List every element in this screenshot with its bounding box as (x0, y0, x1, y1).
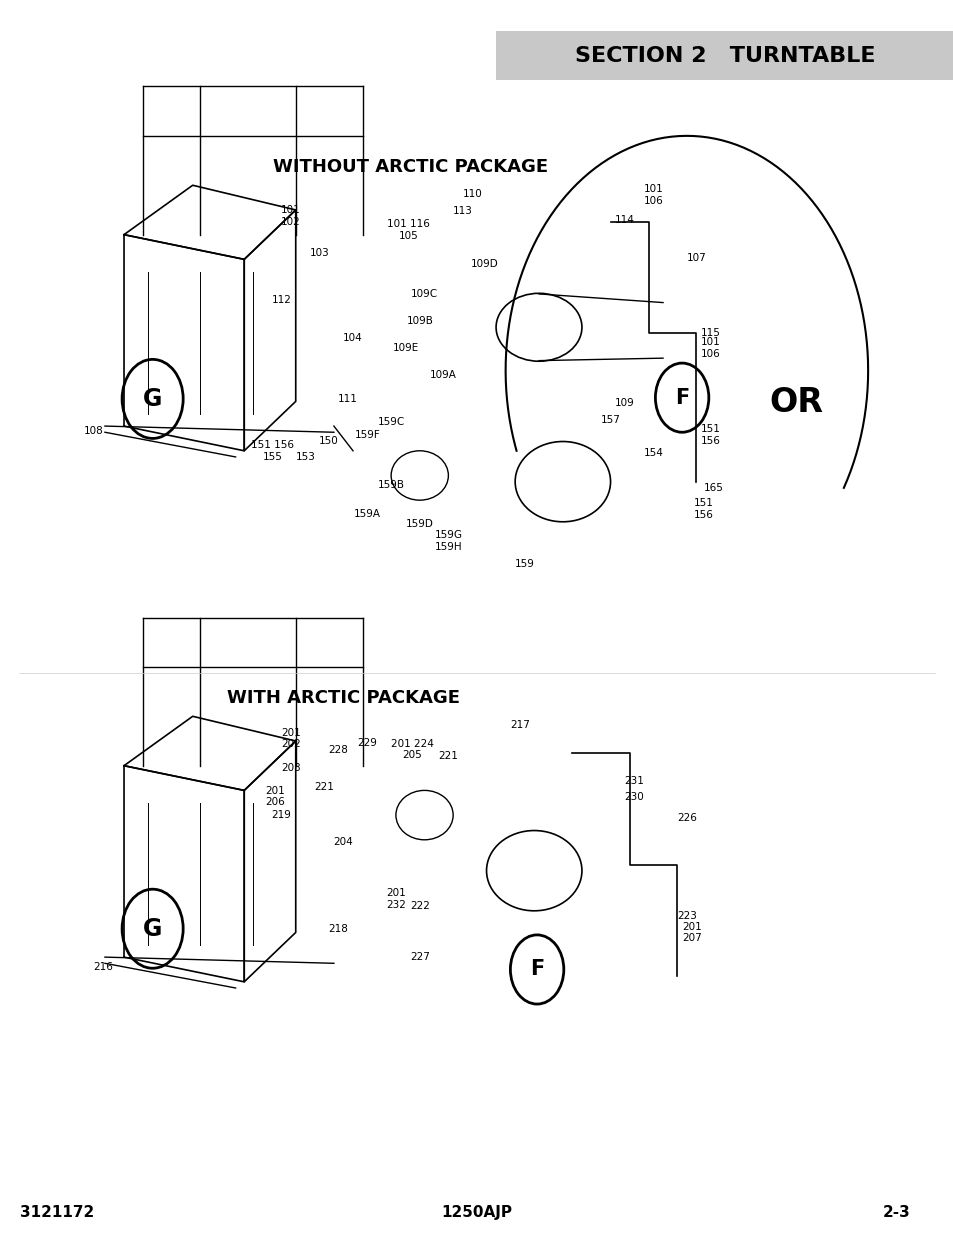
Text: 101 116
105: 101 116 105 (387, 219, 429, 241)
Text: F: F (530, 960, 543, 979)
Text: G: G (143, 916, 162, 941)
Text: 165: 165 (703, 483, 722, 493)
Text: 3121172: 3121172 (20, 1205, 94, 1220)
Text: WITH ARCTIC PACKAGE: WITH ARCTIC PACKAGE (227, 689, 459, 706)
Text: 159: 159 (515, 559, 534, 569)
Text: 217: 217 (510, 720, 529, 730)
Text: 2-3: 2-3 (882, 1205, 910, 1220)
Text: 221: 221 (314, 782, 334, 792)
Text: 226: 226 (677, 813, 696, 823)
Text: 201
232: 201 232 (386, 888, 405, 910)
Text: 218: 218 (329, 924, 348, 934)
Text: 103: 103 (310, 248, 329, 258)
Text: 159A: 159A (354, 509, 380, 519)
Text: 219: 219 (272, 810, 291, 820)
Text: WITHOUT ARCTIC PACKAGE: WITHOUT ARCTIC PACKAGE (273, 158, 547, 175)
Text: 203: 203 (281, 763, 300, 773)
Text: 201
202: 201 202 (281, 727, 300, 750)
Text: 151
156: 151 156 (694, 498, 713, 520)
Text: 108: 108 (84, 426, 103, 436)
Text: 222: 222 (410, 902, 429, 911)
Text: 153: 153 (295, 452, 314, 462)
Text: 109B: 109B (406, 316, 433, 326)
Text: 115: 115 (700, 329, 720, 338)
Text: 101
102: 101 102 (281, 205, 300, 227)
Text: 113: 113 (453, 206, 472, 216)
Text: 151
156: 151 156 (700, 424, 720, 446)
Text: 221: 221 (438, 751, 457, 761)
Text: SECTION 2   TURNTABLE: SECTION 2 TURNTABLE (575, 46, 874, 65)
Text: 112: 112 (272, 295, 291, 305)
Text: 151 156
155: 151 156 155 (251, 440, 294, 462)
Text: 231: 231 (624, 776, 643, 785)
Text: OR: OR (769, 387, 822, 419)
Text: 154: 154 (643, 448, 662, 458)
Text: 204: 204 (334, 837, 353, 847)
Text: 109C: 109C (411, 289, 437, 299)
Text: 159G
159H: 159G 159H (434, 530, 462, 552)
Text: 201 224
205: 201 224 205 (391, 739, 433, 761)
Text: 109D: 109D (470, 259, 498, 269)
Text: 201
207: 201 207 (681, 921, 700, 944)
Text: 1250AJP: 1250AJP (441, 1205, 512, 1220)
Text: 157: 157 (600, 415, 619, 425)
Text: F: F (675, 388, 688, 408)
Text: 101
106: 101 106 (700, 337, 720, 359)
Text: 228: 228 (329, 745, 348, 755)
Text: 150: 150 (319, 436, 338, 446)
Text: 230: 230 (624, 792, 643, 802)
Text: 229: 229 (357, 739, 376, 748)
Text: 159F: 159F (355, 430, 379, 440)
Text: 111: 111 (338, 394, 357, 404)
Text: 109: 109 (615, 398, 634, 408)
Text: 227: 227 (410, 952, 429, 962)
FancyBboxPatch shape (496, 31, 953, 80)
Text: 109E: 109E (392, 343, 418, 353)
Text: G: G (143, 387, 162, 411)
Text: 110: 110 (462, 189, 481, 199)
Text: 201
206: 201 206 (265, 785, 284, 808)
Text: 107: 107 (686, 253, 705, 263)
Text: 101
106: 101 106 (643, 184, 662, 206)
Text: 159D: 159D (405, 519, 434, 529)
Text: 104: 104 (343, 333, 362, 343)
Text: 159B: 159B (377, 480, 404, 490)
Text: 159C: 159C (377, 417, 404, 427)
Text: 114: 114 (615, 215, 634, 225)
Text: 223: 223 (677, 911, 696, 921)
Text: 216: 216 (93, 962, 112, 972)
Text: 109A: 109A (430, 370, 456, 380)
